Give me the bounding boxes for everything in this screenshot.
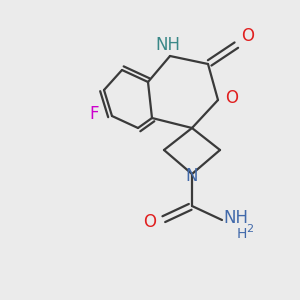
Text: O: O <box>226 89 238 107</box>
Text: NH: NH <box>224 209 248 227</box>
Text: O: O <box>242 27 254 45</box>
Text: F: F <box>89 105 99 123</box>
Text: N: N <box>186 167 198 185</box>
Text: 2: 2 <box>246 224 253 234</box>
Text: O: O <box>143 213 157 231</box>
Text: H: H <box>237 227 247 241</box>
Text: NH: NH <box>155 36 181 54</box>
